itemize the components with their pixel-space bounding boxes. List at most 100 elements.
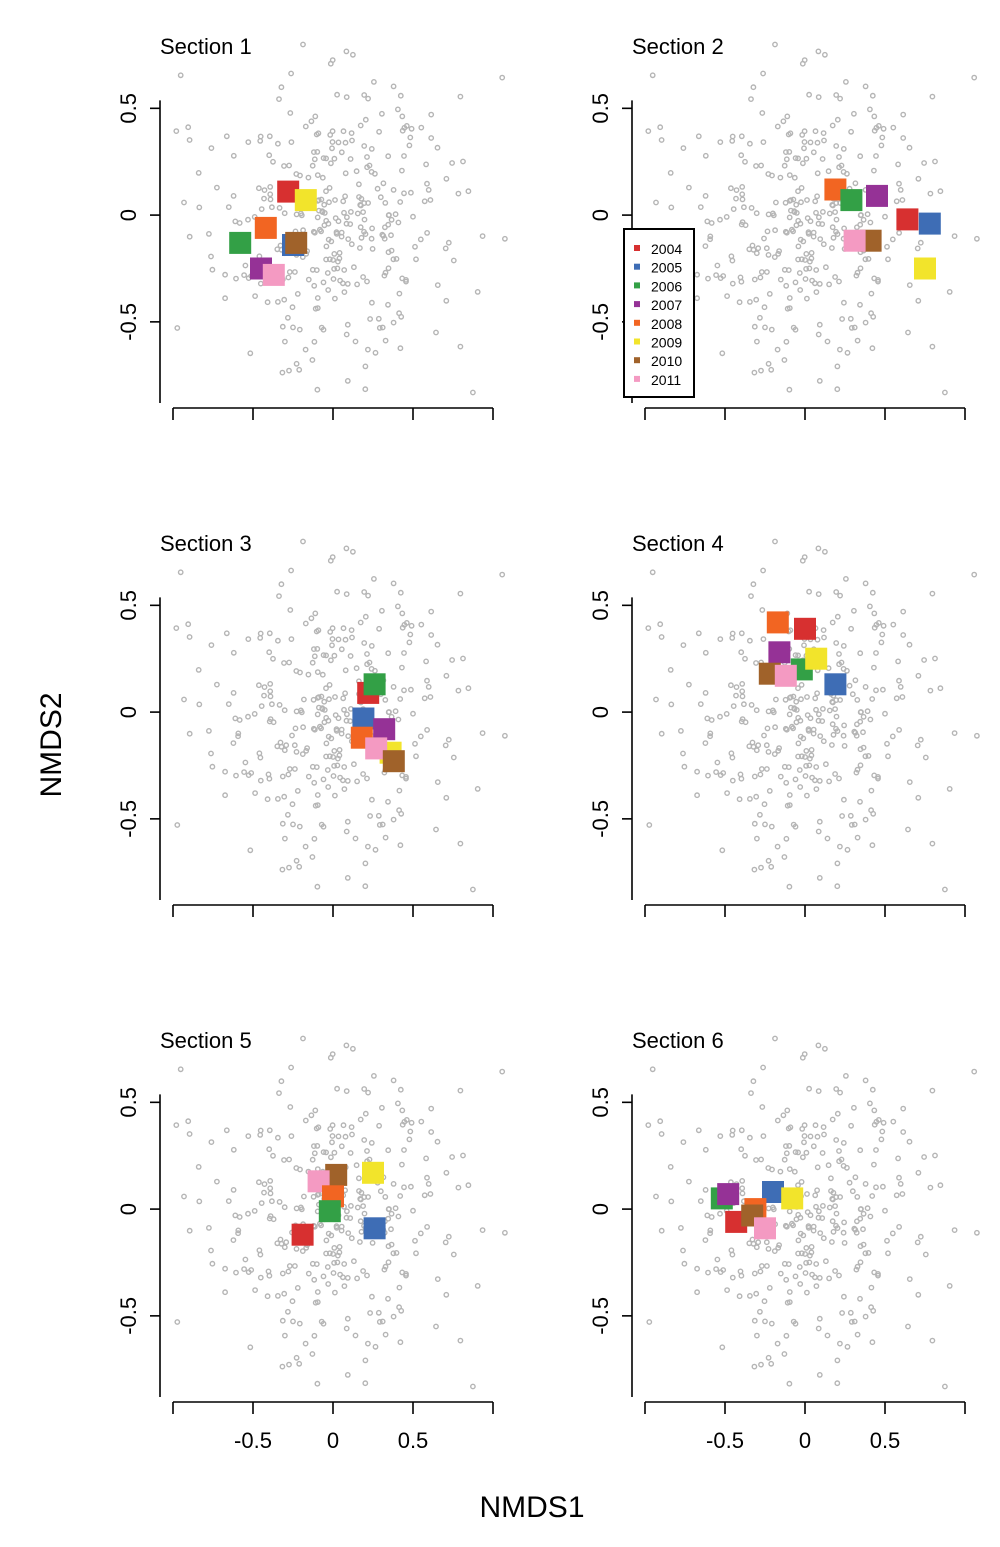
legend-swatch-2011	[634, 375, 640, 382]
species-point	[836, 1148, 842, 1154]
species-point	[364, 346, 371, 353]
species-point	[750, 1078, 757, 1085]
species-point	[251, 1208, 258, 1214]
species-point	[839, 1310, 845, 1316]
species-point	[803, 748, 810, 754]
species-point	[338, 1143, 345, 1150]
species-point	[381, 224, 388, 231]
species-point	[747, 298, 753, 305]
species-point	[245, 1210, 251, 1217]
species-point	[777, 1270, 784, 1277]
marker-2007	[717, 1183, 740, 1206]
species-point	[173, 128, 180, 135]
species-point	[729, 1132, 736, 1138]
species-point	[406, 1136, 413, 1143]
species-point	[868, 1284, 875, 1291]
species-point	[810, 149, 817, 156]
species-point	[854, 697, 861, 703]
species-point	[302, 346, 309, 353]
species-point	[810, 1223, 817, 1230]
species-point	[786, 792, 793, 798]
species-point	[951, 233, 958, 240]
species-point	[413, 256, 419, 263]
species-point	[834, 860, 841, 867]
species-point	[354, 778, 360, 785]
species-point	[900, 135, 907, 141]
species-point	[356, 194, 362, 200]
species-point	[296, 1320, 303, 1327]
species-point	[697, 204, 704, 211]
species-point	[291, 766, 298, 772]
species-point	[834, 116, 841, 123]
species-point	[841, 1219, 847, 1226]
species-point	[358, 1228, 365, 1235]
species-point	[768, 366, 775, 373]
species-point	[195, 667, 202, 673]
species-point	[791, 1168, 798, 1175]
species-point	[777, 276, 784, 283]
species-point	[252, 1287, 259, 1294]
species-point	[332, 197, 338, 203]
species-point	[783, 835, 790, 842]
species-point	[300, 696, 307, 703]
species-point	[927, 1184, 934, 1191]
species-point	[885, 753, 891, 760]
species-point	[186, 1131, 193, 1137]
species-point	[266, 649, 273, 656]
panel-title: Section 6	[632, 1028, 724, 1053]
species-point	[329, 128, 336, 135]
species-point	[326, 696, 332, 703]
species-point	[783, 779, 790, 786]
species-point	[311, 1150, 318, 1157]
species-point	[822, 548, 828, 555]
species-point	[314, 1143, 321, 1149]
species-point	[235, 1230, 242, 1237]
species-point	[816, 1372, 823, 1378]
species-point	[266, 1146, 273, 1153]
species-point	[460, 1152, 466, 1159]
species-point	[832, 1268, 838, 1274]
species-point	[852, 729, 859, 736]
species-point	[281, 1244, 288, 1251]
species-point	[479, 1227, 486, 1234]
species-point	[428, 1129, 435, 1135]
species-point	[347, 653, 354, 659]
species-point	[814, 193, 820, 200]
species-point	[792, 652, 799, 658]
species-point	[880, 1183, 886, 1190]
species-point	[293, 211, 300, 218]
species-point	[327, 60, 334, 67]
species-point	[390, 83, 397, 90]
species-point	[900, 632, 907, 638]
species-point	[765, 1205, 772, 1212]
species-point	[783, 156, 790, 163]
species-point	[739, 1190, 746, 1197]
species-point	[330, 773, 337, 779]
species-point	[869, 345, 876, 352]
species-point	[900, 1129, 907, 1135]
species-point	[971, 571, 978, 578]
species-point	[807, 1212, 814, 1219]
species-point	[354, 1275, 360, 1282]
species-point	[329, 1133, 336, 1139]
species-point	[812, 1274, 818, 1281]
species-point	[946, 288, 953, 295]
species-point	[795, 1211, 802, 1218]
species-point	[834, 728, 841, 734]
species-point	[365, 95, 371, 102]
species-point	[857, 301, 863, 308]
species-point	[321, 201, 328, 208]
species-point	[793, 707, 800, 713]
species-point	[784, 1299, 791, 1306]
species-point	[195, 169, 202, 176]
species-point	[390, 816, 397, 823]
species-point	[854, 269, 861, 276]
y-tick-label: -0.5	[588, 800, 613, 838]
species-point	[327, 1054, 334, 1061]
species-point	[834, 231, 841, 238]
species-point	[738, 649, 745, 656]
species-point	[247, 847, 254, 854]
species-point	[315, 694, 322, 700]
x-tick-label: 0	[327, 1428, 339, 1453]
species-point	[334, 588, 340, 595]
